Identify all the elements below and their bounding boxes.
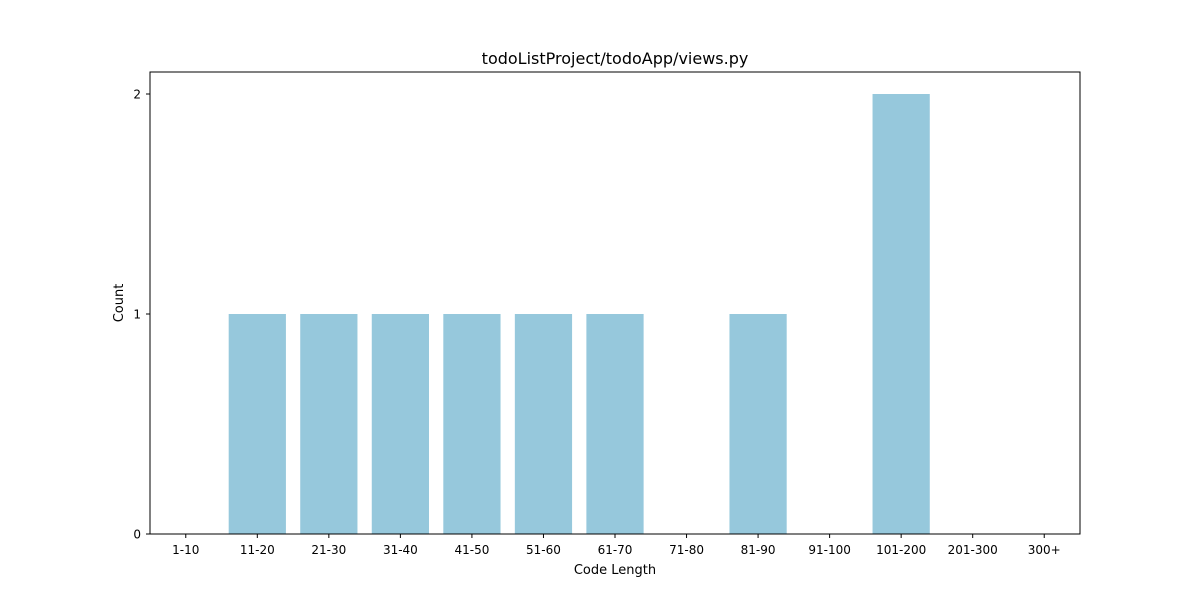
x-tick-label: 21-30 bbox=[311, 543, 346, 557]
bar-11-20 bbox=[228, 314, 286, 534]
x-tick-label: 41-50 bbox=[454, 543, 489, 557]
bar-81-90 bbox=[729, 314, 787, 534]
y-tick-label: 2 bbox=[133, 88, 141, 102]
x-tick-label: 300+ bbox=[1028, 543, 1061, 557]
y-tick-label: 0 bbox=[133, 528, 141, 542]
x-tick-label: 31-40 bbox=[383, 543, 418, 557]
x-axis-label: Code Length bbox=[574, 563, 656, 578]
bar-101-200 bbox=[872, 94, 930, 534]
y-axis-ticks: 0 1 2 bbox=[133, 88, 150, 542]
x-axis-ticks: 1-10 11-20 21-30 31-40 41-50 51-60 61-70 71-80 8… bbox=[172, 534, 1061, 557]
bar-31-40 bbox=[371, 314, 429, 534]
bar-41-50 bbox=[443, 314, 501, 534]
x-tick-label: 101-200 bbox=[876, 543, 926, 557]
x-tick-label: 1-10 bbox=[172, 543, 199, 557]
x-tick-label: 91-100 bbox=[808, 543, 851, 557]
y-tick-label: 1 bbox=[133, 308, 141, 322]
x-tick-label: 201-300 bbox=[948, 543, 998, 557]
x-tick-label: 81-90 bbox=[741, 543, 776, 557]
x-tick-label: 11-20 bbox=[240, 543, 275, 557]
chart-title: todoListProject/todoApp/views.py bbox=[482, 49, 749, 68]
plot-frame bbox=[149, 71, 1081, 535]
x-tick-label: 61-70 bbox=[598, 543, 633, 557]
y-axis-label: Count bbox=[112, 284, 127, 323]
bar-61-70 bbox=[586, 314, 644, 534]
bar-21-30 bbox=[300, 314, 358, 534]
bars-group bbox=[228, 94, 930, 534]
x-tick-label: 51-60 bbox=[526, 543, 561, 557]
bar-51-60 bbox=[514, 314, 573, 534]
x-tick-label: 71-80 bbox=[669, 543, 704, 557]
